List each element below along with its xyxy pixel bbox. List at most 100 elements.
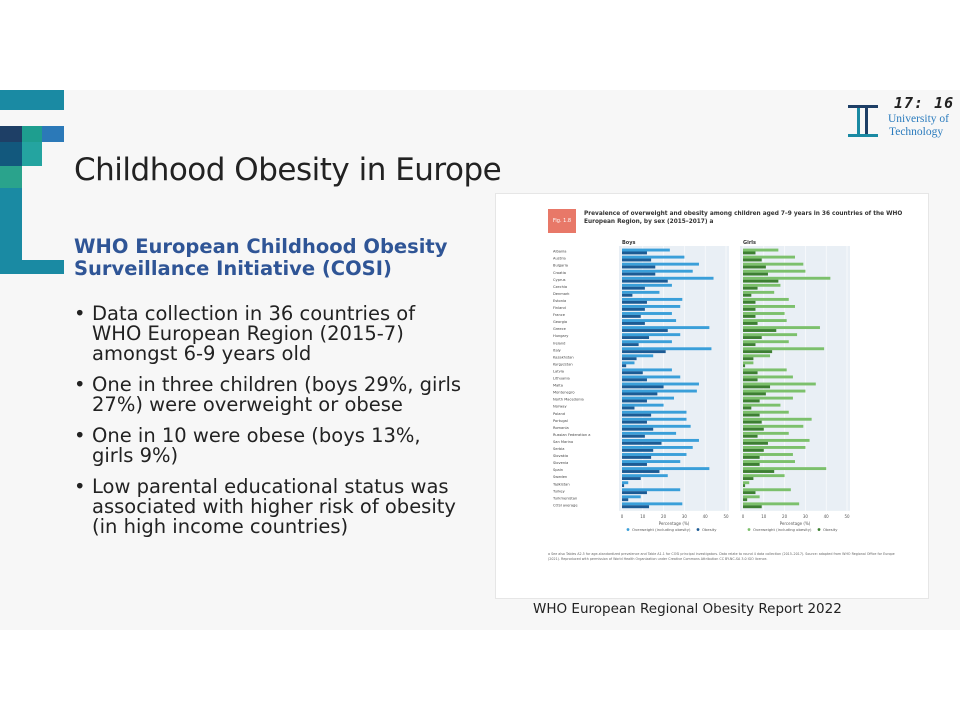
boys-overweight-bar [622, 403, 664, 407]
boys-obesity-bar [622, 322, 645, 325]
boys-overweight-bar [622, 347, 712, 351]
boys-obesity-bar [622, 307, 645, 311]
boys-obesity-bar [622, 350, 666, 354]
country-label: Sweden [553, 475, 567, 479]
girls-obesity-bar [743, 448, 764, 452]
boys-obesity-bar [622, 463, 647, 466]
boys-overweight-bar [622, 297, 683, 301]
bullet-item: • Low parental educational status was ass… [74, 477, 464, 537]
boys-overweight-bar [622, 438, 699, 442]
boys-obesity-bar [622, 498, 629, 502]
girls-obesity-bar [743, 413, 760, 417]
country-label: Poland [553, 412, 565, 416]
girls-obesity-bar [743, 286, 758, 290]
deco-block-blue [42, 126, 64, 142]
country-label: Romania [553, 426, 569, 430]
boys-tick-label: 20 [661, 514, 667, 519]
boys-overweight-bar [622, 396, 674, 400]
girls-obesity-bar [743, 329, 777, 332]
bullet-dot-icon: • [74, 373, 86, 396]
girls-obesity-bar [743, 470, 775, 473]
country-label: Kyrgyzstan [553, 362, 573, 366]
girls-tick-label: 10 [761, 514, 767, 519]
girls-overweight-bar [743, 269, 806, 273]
girls-obesity-bar [743, 434, 758, 438]
girls-obesity-bar [743, 265, 766, 269]
boys-overweight-bar [622, 495, 641, 499]
girls-overweight-bar [743, 389, 806, 393]
girls-obesity-bar [743, 484, 746, 488]
girls-overweight-bar [743, 340, 789, 344]
girls-overweight-bar [743, 319, 787, 322]
country-label: Lithuania [553, 377, 570, 381]
boys-overweight-bar [622, 283, 672, 287]
boys-obesity-bar [622, 399, 647, 403]
boys-obesity-bar [622, 378, 647, 382]
boys-obesity-bar [622, 343, 639, 347]
country-label: Croatia [553, 271, 566, 275]
girls-overweight-bar [743, 262, 804, 266]
girls-tick-label: 20 [782, 514, 788, 519]
deco-block-mid2 [22, 142, 42, 166]
boys-obesity-bar [622, 279, 668, 283]
boys-overweight-bar [622, 361, 635, 365]
girls-overweight-bar [743, 453, 793, 456]
boys-overweight-bar [622, 290, 660, 294]
girls-tick-label: 0 [742, 514, 745, 519]
boys-obesity-bar [622, 392, 658, 396]
girls-legend-obesity-label: Obesity [823, 527, 838, 532]
boys-x-axis-label: Percentage (%) [659, 521, 690, 526]
girls-overweight-bar [743, 410, 789, 414]
girls-overweight-bar [743, 481, 750, 485]
figure-caption: WHO European Regional Obesity Report 202… [533, 601, 842, 617]
girls-obesity-bar [743, 491, 756, 495]
boys-obesity-bar [622, 470, 660, 473]
country-label: Spain [553, 468, 563, 472]
boys-obesity-bar [622, 286, 645, 290]
boys-overweight-bar [622, 467, 710, 471]
boys-tick-label: 10 [640, 514, 646, 519]
report-figure: Fig. 1.8 Prevalence of overweight and ob… [495, 193, 929, 599]
girls-obesity-bar [743, 350, 773, 354]
girls-overweight-bar [743, 431, 789, 435]
country-label: Portugal [553, 419, 568, 423]
deco-block-teal [22, 126, 42, 142]
girls-tick-label: 40 [824, 514, 830, 519]
boys-obesity-bar [622, 272, 656, 276]
girls-obesity-bar [743, 378, 758, 382]
country-label: Denmark [553, 292, 570, 296]
girls-overweight-bar [743, 460, 795, 463]
bullet-item: • One in three children (boys 29%, girls … [74, 375, 464, 415]
girls-overweight-bar [743, 424, 804, 428]
girls-overweight-bar [743, 446, 806, 449]
girls-obesity-bar [743, 392, 766, 396]
boys-panel-title: Boys [622, 240, 636, 246]
bullet-text: One in three children (boys 29%, girls 2… [92, 373, 462, 416]
girls-overweight-bar [743, 382, 816, 386]
boys-overweight-bar [622, 417, 687, 421]
deco-block-green [0, 166, 22, 188]
girls-obesity-bar [743, 406, 752, 410]
girls-obesity-bar [743, 371, 758, 375]
clock-readout: 17: 16 [894, 94, 955, 112]
girls-overweight-bar [743, 255, 795, 259]
bullet-dot-icon: • [74, 302, 86, 325]
boys-overweight-bar [622, 410, 687, 414]
university-name-line2: Technology [889, 126, 944, 138]
country-label: North Macedonia [553, 398, 584, 402]
boys-overweight-bar [622, 488, 681, 492]
girls-obesity-bar [743, 322, 758, 325]
girls-obesity-bar [743, 427, 764, 431]
girls-overweight-bar [743, 417, 812, 421]
deco-block-top [0, 90, 64, 110]
boys-obesity-bar [622, 357, 637, 361]
girls-obesity-bar [743, 300, 756, 304]
country-label: Latvia [553, 369, 564, 373]
boys-overweight-bar [622, 340, 672, 344]
boys-tick-label: 0 [621, 514, 624, 519]
country-label: Turkmenistan [552, 496, 577, 500]
country-label: Slovakia [553, 454, 568, 458]
boys-overweight-bar [622, 453, 687, 456]
bullet-dot-icon: • [74, 475, 86, 498]
country-label: Malta [553, 384, 563, 388]
